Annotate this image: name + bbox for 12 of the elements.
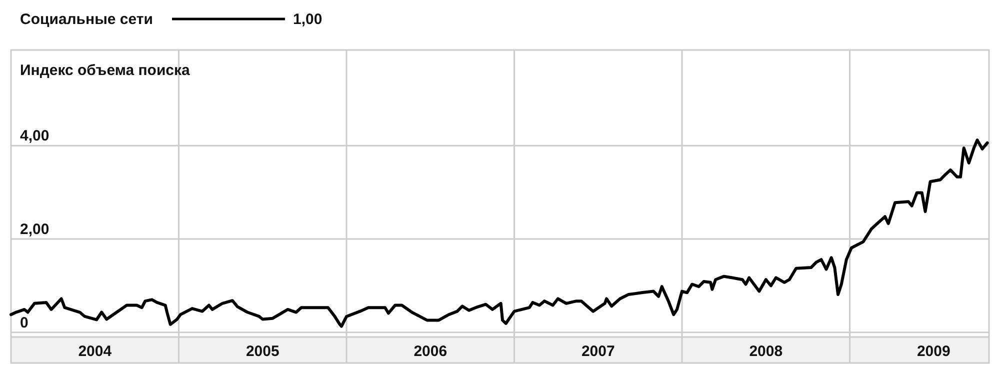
x-tick-label: 2007: [581, 343, 615, 360]
y-tick-label: 2,00: [20, 221, 50, 238]
x-tick-label: 2004: [78, 343, 112, 360]
text: Социальные сети: [20, 11, 153, 28]
y-tick-label: 4,00: [20, 128, 50, 145]
x-tick-label: 2005: [246, 343, 280, 360]
x-tick-label: 2009: [916, 343, 950, 360]
x-tick-label: 2006: [414, 343, 448, 360]
text: 1,00: [293, 11, 322, 28]
x-tick-label: 2008: [749, 343, 783, 360]
y-tick-label: 0: [20, 314, 28, 332]
y-axis-title: Индекс объема поиска: [20, 62, 191, 79]
